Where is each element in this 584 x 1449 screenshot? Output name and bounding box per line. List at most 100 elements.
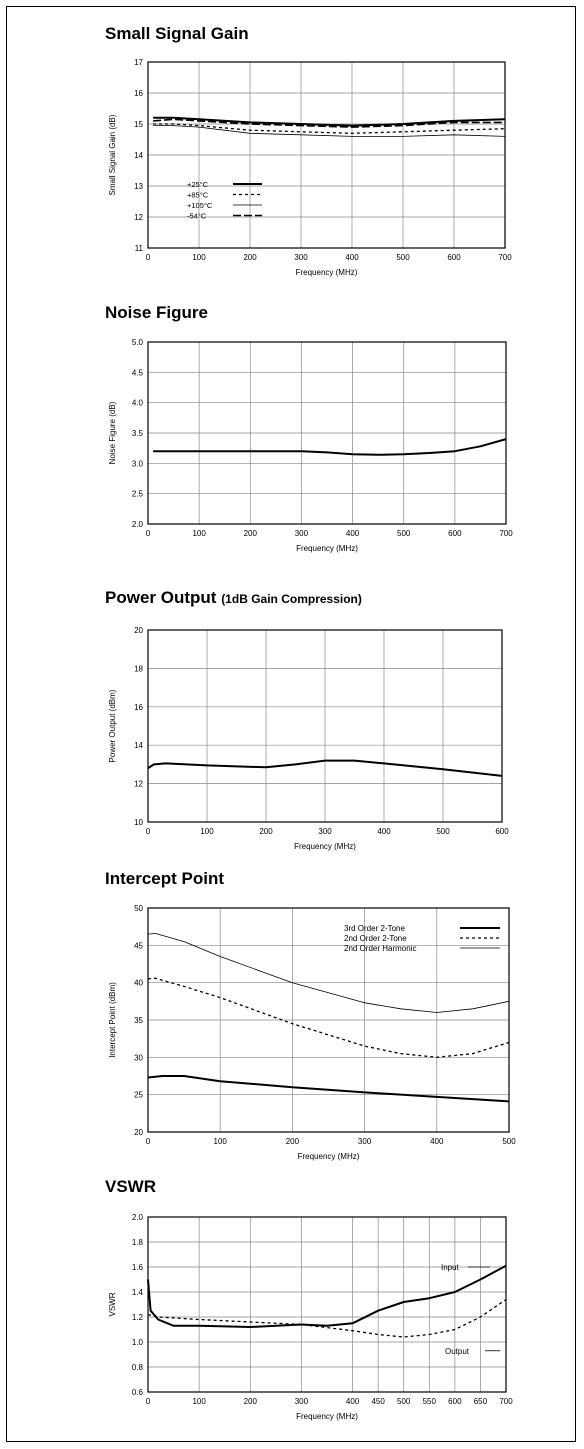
x-tick-label: 300 [318,827,332,836]
x-tick-label: 100 [192,253,206,262]
x-tick-label: 200 [244,1397,258,1406]
plot-frame [147,341,507,525]
legend-label: 2nd Order 2-Tone [344,934,407,943]
x-axis-label: Frequency (MHz) [296,1412,358,1421]
x-tick-label: 100 [200,827,214,836]
y-tick-label: 35 [134,1016,143,1025]
y-tick-label: 5.0 [132,338,144,347]
y-tick-label: 1.4 [132,1288,144,1297]
series-line--25-c [153,116,506,127]
x-tick-label: 300 [295,529,309,538]
series-line--54-c [153,118,505,128]
chart-title-vswr: VSWR [105,1177,156,1196]
y-tick-label: 4.5 [132,368,144,377]
x-tick-label: 500 [436,827,450,836]
y-tick-label: 30 [134,1053,143,1062]
x-tick-label: 400 [430,1137,444,1146]
x-tick-label: 450 [371,1397,385,1406]
y-tick-label: 13 [134,182,143,191]
y-tick-label: 20 [134,626,143,635]
annotations: Input Output [441,1263,500,1356]
x-tick-label: 200 [259,827,273,836]
x-tick-label: 100 [214,1137,228,1146]
x-tick-label: 400 [345,253,359,262]
plot-frame [147,61,506,249]
x-axis-label: Frequency (MHz) [294,842,356,851]
y-tick-label: 0.6 [132,1388,144,1397]
y-tick-label: 0.8 [132,1363,144,1372]
y-tick-label: 18 [134,664,143,673]
x-tick-label: 600 [447,253,461,262]
legend: +25°C +85°C+105°C -54°C [187,180,262,221]
y-tick-label: 1.2 [132,1313,144,1322]
y-tick-label: 16 [134,703,143,712]
x-tick-label: 200 [244,529,258,538]
x-tick-label: 700 [498,253,512,262]
x-tick-label: 400 [346,1397,360,1406]
y-tick-label: 4.0 [132,399,144,408]
x-tick-label: 500 [397,529,411,538]
x-axis-label: Frequency (MHz) [298,1152,360,1161]
x-tick-label: 0 [146,1397,151,1406]
y-tick-label: 12 [134,780,143,789]
y-tick-label: 14 [134,151,143,160]
plot-area: 11 12 13 14 15 16 17 0 100 200 300 400 500 600 700 Freq… [108,58,512,277]
y-tick-label: 15 [134,120,143,129]
x-axis-label: Frequency (MHz) [296,544,358,553]
series-line-2nd-order-harmonic [147,933,510,1013]
x-tick-label: 300 [358,1137,372,1146]
x-tick-label: 600 [495,827,509,836]
y-axis-label: VSWR [108,1292,117,1316]
y-axis-label: Small Signal Gain (dB) [108,114,117,195]
y-tick-label: 12 [134,213,143,222]
chart-title-power-output: Power Output (1dB Gain Compression) [105,588,362,607]
small-signal-gain-chart: 11 12 13 14 15 16 17 0 100 200 300 400 500 600 700 Freq… [108,58,512,277]
vswr-chart: 0.6 0.8 1.0 1.2 1.4 1.6 1.8 2.0 0 100 200 300 400 450… [108,1213,513,1421]
x-tick-label: 700 [499,1397,513,1406]
x-tick-label: 300 [295,1397,309,1406]
x-tick-label: 100 [192,1397,206,1406]
y-tick-label: 3.0 [132,459,144,468]
y-axis-label: Noise Figure (dB) [108,401,117,464]
y-tick-label: 11 [135,244,144,253]
x-tick-label: 500 [397,1397,411,1406]
y-tick-label: 14 [134,741,143,750]
series-line-input [147,1264,507,1328]
y-tick-label: 3.5 [132,429,144,438]
chart-title-intercept-point: Intercept Point [105,869,225,888]
y-axis-label: Power Output (dBm) [108,689,117,762]
x-tick-label: 200 [243,253,257,262]
plot-frame [147,1216,507,1393]
y-tick-label: 2.0 [132,520,144,529]
x-tick-label: 200 [286,1137,300,1146]
series-line-2nd-order-2-tone [147,977,510,1058]
series-line--105-c [153,125,506,137]
x-tick-label: 0 [146,1137,151,1146]
x-tick-label: 0 [146,253,151,262]
x-tick-label: 600 [448,529,462,538]
x-tick-label: 100 [192,529,206,538]
annotation-output: Output [445,1347,470,1356]
x-tick-label: 500 [396,253,410,262]
annotation-input: Input [441,1263,460,1272]
y-tick-label: 16 [134,89,143,98]
x-tick-label: 400 [346,529,360,538]
legend-label: +85°C [187,191,209,200]
chart-title-noise-figure: Noise Figure [105,303,208,322]
series-line--85-c [153,123,506,134]
series-line-0 [147,759,503,777]
y-tick-label: 1.0 [132,1338,144,1347]
series-line-0 [153,438,507,456]
series-line-3rd-order-2-tone [147,1075,510,1103]
plot-area: 2.0 2.5 3.0 3.5 4.0 4.5 5.0 0 100 200 300 400 500 600… [108,338,513,553]
y-tick-label: 10 [134,818,143,827]
legend-label: -54°C [187,212,207,221]
x-tick-label: 650 [474,1397,488,1406]
y-tick-label: 20 [134,1128,143,1137]
legend-label: 2nd Order Harmonic [344,944,416,953]
chart-title-small-signal-gain: Small Signal Gain [105,24,249,43]
